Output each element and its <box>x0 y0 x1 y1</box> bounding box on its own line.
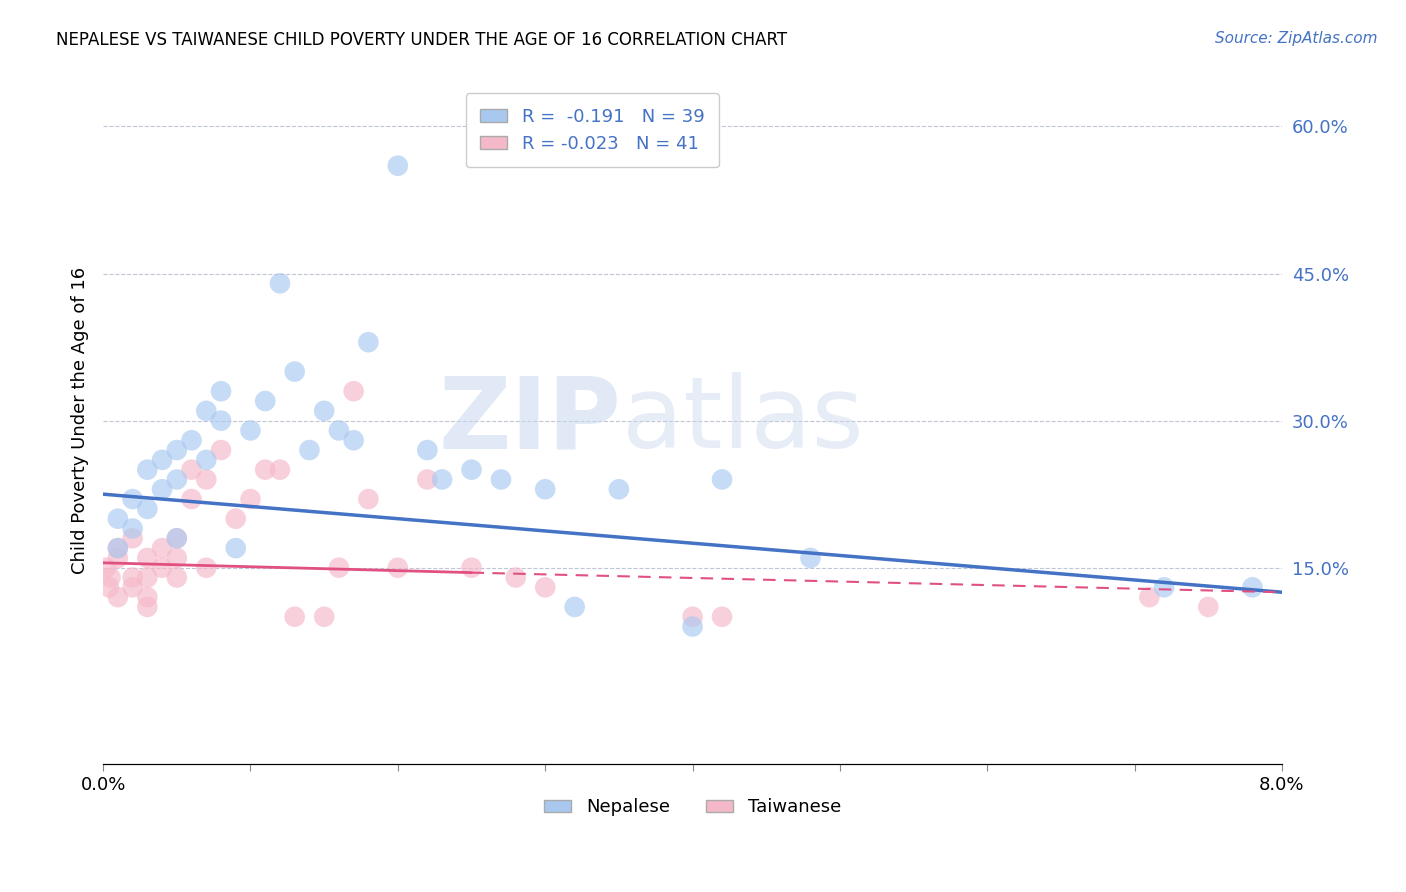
Point <box>711 473 734 487</box>
Point <box>239 492 262 507</box>
Point <box>254 463 277 477</box>
Point <box>314 404 336 418</box>
Text: ZIP: ZIP <box>439 372 621 469</box>
Point <box>682 619 704 633</box>
Point <box>1197 599 1219 614</box>
Point <box>166 531 188 545</box>
Point <box>195 453 218 467</box>
Point <box>166 550 188 565</box>
Point <box>416 473 439 487</box>
Point <box>284 609 307 624</box>
Point <box>314 609 336 624</box>
Point <box>136 501 159 516</box>
Y-axis label: Child Poverty Under the Age of 16: Child Poverty Under the Age of 16 <box>72 267 89 574</box>
Point <box>357 492 380 507</box>
Point <box>121 492 143 507</box>
Point <box>269 277 291 291</box>
Point <box>107 541 129 555</box>
Point <box>460 463 482 477</box>
Point <box>564 599 586 614</box>
Point <box>150 560 173 574</box>
Point <box>209 384 232 399</box>
Point <box>121 580 143 594</box>
Point <box>534 483 557 497</box>
Point <box>107 550 129 565</box>
Point <box>682 609 704 624</box>
Point <box>166 443 188 458</box>
Point <box>121 570 143 584</box>
Point <box>98 580 121 594</box>
Text: Source: ZipAtlas.com: Source: ZipAtlas.com <box>1215 31 1378 46</box>
Point <box>343 434 366 448</box>
Point <box>180 434 202 448</box>
Point <box>387 159 409 173</box>
Point <box>136 590 159 604</box>
Point <box>209 414 232 428</box>
Point <box>195 404 218 418</box>
Point <box>94 560 117 574</box>
Point <box>343 384 366 399</box>
Point <box>225 541 247 555</box>
Point <box>505 570 527 584</box>
Point <box>1153 580 1175 594</box>
Point <box>284 365 307 379</box>
Point <box>1241 580 1264 594</box>
Point <box>136 570 159 584</box>
Text: atlas: atlas <box>621 372 863 469</box>
Point <box>357 335 380 350</box>
Point <box>121 531 143 545</box>
Point <box>166 531 188 545</box>
Point <box>799 550 821 565</box>
Point <box>460 560 482 574</box>
Point <box>209 443 232 458</box>
Point <box>136 599 159 614</box>
Point <box>239 424 262 438</box>
Legend: Nepalese, Taiwanese: Nepalese, Taiwanese <box>537 791 848 823</box>
Point <box>328 560 350 574</box>
Point <box>607 483 630 497</box>
Text: NEPALESE VS TAIWANESE CHILD POVERTY UNDER THE AGE OF 16 CORRELATION CHART: NEPALESE VS TAIWANESE CHILD POVERTY UNDE… <box>56 31 787 49</box>
Point <box>269 463 291 477</box>
Point <box>416 443 439 458</box>
Point <box>100 570 122 584</box>
Point <box>195 473 218 487</box>
Point <box>387 560 409 574</box>
Point <box>136 550 159 565</box>
Point <box>711 609 734 624</box>
Point <box>150 541 173 555</box>
Point <box>121 521 143 535</box>
Point <box>136 463 159 477</box>
Point <box>489 473 512 487</box>
Point <box>150 453 173 467</box>
Point <box>1137 590 1160 604</box>
Point <box>534 580 557 594</box>
Point <box>180 492 202 507</box>
Point <box>166 473 188 487</box>
Point <box>225 511 247 525</box>
Point <box>298 443 321 458</box>
Point <box>254 394 277 409</box>
Point <box>166 570 188 584</box>
Point <box>150 483 173 497</box>
Point <box>195 560 218 574</box>
Point <box>328 424 350 438</box>
Point <box>430 473 453 487</box>
Point <box>107 511 129 525</box>
Point <box>107 590 129 604</box>
Point <box>107 541 129 555</box>
Point <box>180 463 202 477</box>
